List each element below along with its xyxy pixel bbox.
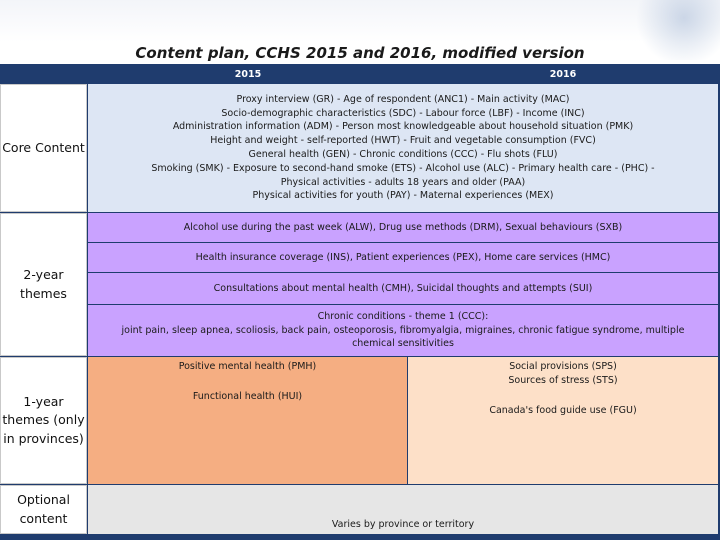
row-label-text: 1-year: [23, 394, 64, 410]
row-label-text: themes (only: [2, 412, 85, 428]
chronic-title: Chronic conditions - theme 1 (CCC):: [317, 310, 489, 322]
theme-hui: Functional health (HUI): [192, 390, 303, 402]
two-year-theme-chronic: Chronic conditions - theme 1 (CCC): join…: [88, 305, 718, 356]
core-line: General health (GEN) - Chronic condition…: [248, 149, 558, 160]
column-header-2016: 2016: [549, 69, 577, 80]
theme-sps: Social provisions (SPS): [509, 361, 617, 372]
header-decoration: [0, 0, 720, 42]
core-content-cell: Proxy interview (GR) - Age of respondent…: [88, 84, 718, 212]
row-label-text: in provinces): [3, 430, 84, 446]
core-line: Smoking (SMK) - Exposure to second-hand …: [151, 162, 655, 174]
row-label-optional: Optional content: [0, 485, 87, 534]
row-label-text: 2-year: [23, 267, 64, 283]
row-label-1-year: 1-year themes (only in provinces): [0, 357, 87, 484]
row-label-2-year: 2-year themes: [0, 213, 87, 356]
column-header-2015: 2015: [234, 69, 262, 80]
two-year-theme-1: Alcohol use during the past week (ALW), …: [88, 213, 718, 242]
one-year-2016-cell: Social provisions (SPS) Sources of stres…: [408, 357, 718, 484]
core-line: Physical activities for youth (PAY) - Ma…: [252, 190, 554, 202]
row-label-text: themes: [20, 285, 67, 301]
corner-decoration: [630, 0, 720, 60]
core-line: Socio-demographic characteristics (SDC) …: [221, 107, 585, 119]
two-year-theme-2: Health insurance coverage (INS), Patient…: [88, 243, 718, 272]
theme-fgu: Canada's food guide use (FGU): [489, 404, 637, 416]
two-year-theme-3: Consultations about mental health (CMH),…: [88, 273, 718, 304]
core-line: Administration information (ADM) - Perso…: [172, 121, 634, 133]
core-line: Physical activities - adults 18 years an…: [280, 176, 526, 188]
footer-bar: [0, 534, 720, 540]
core-line: Proxy interview (GR) - Age of respondent…: [236, 93, 570, 105]
row-label-core: Core Content: [0, 84, 87, 212]
row-label-text: content: [19, 510, 68, 526]
row-label-text: Core Content: [2, 139, 85, 155]
optional-content-cell: Varies by province or territory: [88, 485, 718, 534]
core-line: Height and weight - self-reported (HWT) …: [210, 135, 596, 147]
theme-sts: Sources of stress (STS): [508, 374, 618, 386]
row-label-text: Optional: [17, 492, 70, 508]
page-title: Content plan, CCHS 2015 and 2016, modifi…: [135, 44, 585, 62]
optional-text: Varies by province or territory: [331, 519, 475, 531]
theme-pmh: Positive mental health (PMH): [178, 361, 317, 372]
one-year-2015-cell: Positive mental health (PMH) Functional …: [88, 357, 407, 484]
chronic-body: joint pain, sleep apnea, scoliosis, back…: [121, 324, 685, 350]
